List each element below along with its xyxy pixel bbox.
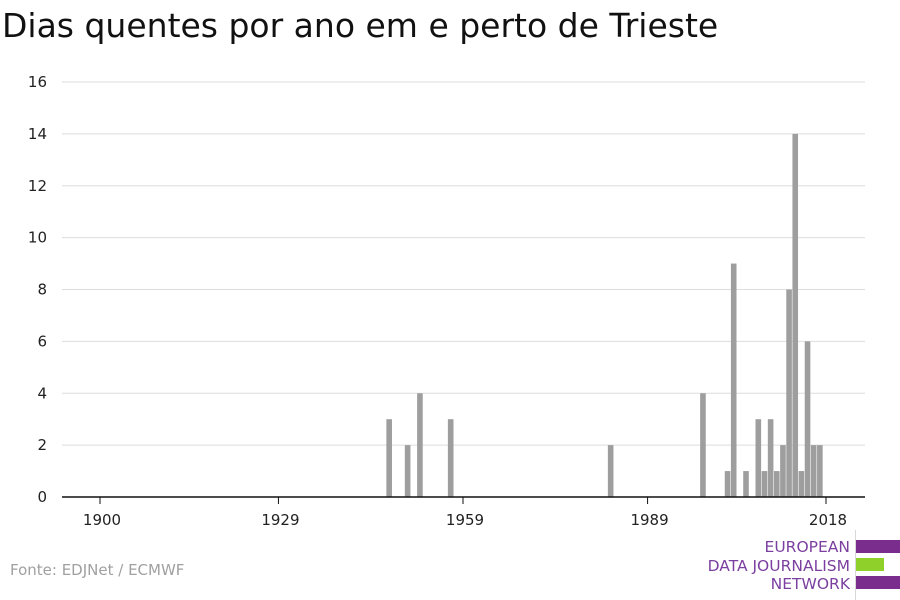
grid-lines: [62, 81, 865, 446]
x-tick-label: 1900: [83, 511, 121, 529]
bar-2015: [804, 341, 811, 497]
x-tick-label: 1929: [261, 511, 299, 529]
bar-2016: [810, 445, 817, 497]
y-tick-label: 6: [37, 332, 47, 350]
x-tick-label: 1959: [446, 511, 484, 529]
bar-1952: [417, 393, 423, 497]
logo-line-1: EUROPEAN: [764, 538, 850, 556]
bar-2012: [786, 289, 792, 497]
logo-bar-middle: [856, 558, 884, 571]
y-tick-label: 14: [28, 125, 47, 143]
tick-labels: 0 2 4 6 8 10 12 14 16 1900 1929 1959 1989 2018: [28, 73, 847, 529]
y-tick-label: 8: [37, 281, 47, 299]
bars: [386, 133, 823, 497]
bar-2003: [730, 263, 737, 497]
logo-bar-bottom: [856, 576, 900, 589]
bar-2010: [773, 471, 780, 497]
bar-2011: [780, 445, 786, 497]
y-tick-label: 12: [28, 177, 47, 195]
bar-1947: [386, 419, 392, 497]
y-tick-label: 4: [37, 384, 47, 402]
bar-2007: [755, 419, 762, 497]
bar-2013: [792, 133, 799, 497]
y-tick-label: 10: [28, 229, 47, 247]
x-tick-label: 1989: [630, 511, 668, 529]
bar-2008: [761, 471, 768, 497]
bar-2014: [798, 471, 805, 497]
bar-1998: [700, 393, 706, 497]
bar-2002: [724, 471, 731, 497]
bar-2009: [767, 419, 774, 497]
edjnet-logo-icon: [856, 540, 900, 594]
logo-line-3: NETWORK: [770, 575, 850, 593]
y-tick-label: 0: [37, 488, 47, 506]
bar-1957: [447, 419, 454, 497]
edjnet-logo-text[interactable]: EUROPEAN DATA JOURNALISM NETWORK: [708, 538, 850, 594]
source-note: Fonte: EDJNet / ECMWF: [10, 561, 185, 579]
y-tick-label: 2: [37, 436, 47, 454]
bar-1950: [404, 445, 411, 497]
bar-2017: [817, 445, 823, 497]
logo-bar-top: [856, 540, 900, 553]
bar-2005: [743, 471, 749, 497]
axes: [62, 496, 865, 504]
y-tick-label: 16: [28, 73, 47, 91]
chart-title: Dias quentes por ano em e perto de Tries…: [2, 6, 719, 45]
logo-line-2: DATA JOURNALISM: [707, 556, 850, 575]
logo-divider: [855, 530, 856, 600]
x-tick-label: 2018: [809, 511, 847, 529]
bar-1983: [607, 445, 614, 497]
